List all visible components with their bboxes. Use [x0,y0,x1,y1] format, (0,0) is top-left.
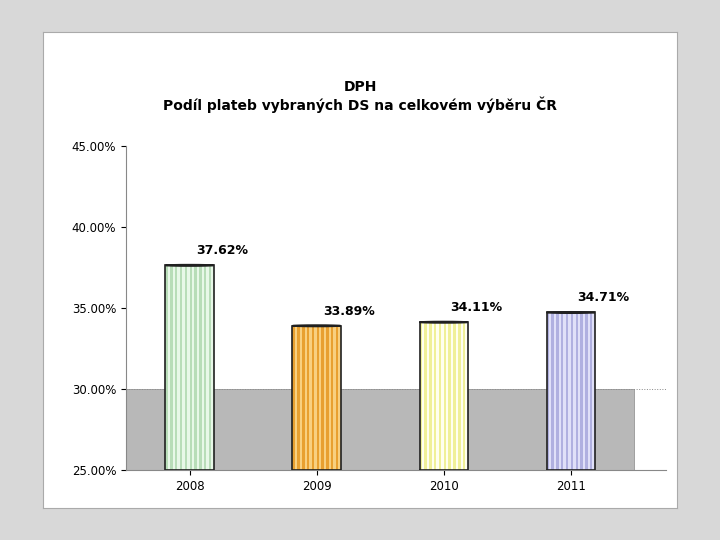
Bar [593,313,595,470]
Bar [312,326,314,470]
Bar [192,265,194,470]
Text: 34.11%: 34.11% [450,301,502,314]
Bar [197,265,199,470]
Bar [578,313,580,470]
Bar [173,265,175,470]
Bar [324,326,326,470]
Bar [465,322,468,470]
Bar [554,313,557,470]
Bar [573,313,575,470]
Bar [297,326,300,470]
Bar [302,326,305,470]
Bar [456,322,458,470]
Bar [463,322,465,470]
Bar [571,313,573,470]
Bar [424,322,427,470]
Ellipse shape [420,321,468,323]
Bar [438,322,441,470]
Bar [582,313,585,470]
Bar [292,326,341,470]
Bar [336,326,338,470]
Bar [431,322,434,470]
Bar [317,326,319,470]
Bar [314,326,317,470]
Bar [207,265,209,470]
Bar [575,313,578,470]
Bar [429,322,431,470]
Bar [436,322,438,470]
Bar [564,313,566,470]
Bar [166,265,214,470]
Bar [170,265,173,470]
Bar [451,322,454,470]
Bar [194,265,197,470]
Ellipse shape [546,312,595,313]
Bar [295,326,297,470]
Bar [300,326,302,470]
Bar [168,265,170,470]
Bar [209,265,211,470]
Ellipse shape [166,265,214,266]
Bar [420,322,422,470]
Bar [180,265,182,470]
Bar [552,313,554,470]
Ellipse shape [166,469,214,470]
Bar [585,313,588,470]
Bar [202,265,204,470]
Text: 33.89%: 33.89% [323,305,374,318]
Bar [546,313,549,470]
Bar [331,326,333,470]
Bar [461,322,463,470]
Bar [590,313,593,470]
Bar [305,326,307,470]
Bar [588,313,590,470]
Bar [177,265,180,470]
Bar [307,326,310,470]
Bar [566,313,568,470]
Bar [549,313,552,470]
Bar [561,313,564,470]
Ellipse shape [420,469,468,470]
Bar [175,265,177,470]
Text: 37.62%: 37.62% [196,244,248,257]
Bar [446,322,449,470]
Bar [319,326,321,470]
Bar [185,265,187,470]
Bar [427,322,429,470]
Bar [292,326,295,470]
Bar [454,322,456,470]
Bar [189,265,192,470]
Bar [182,265,185,470]
Bar [326,326,328,470]
Bar [568,313,571,470]
Bar [310,326,312,470]
Bar [441,322,444,470]
Bar [422,322,424,470]
Ellipse shape [292,325,341,327]
Bar [580,313,582,470]
Bar [328,326,331,470]
Bar [546,313,595,470]
Bar [559,313,561,470]
Bar [338,326,341,470]
Bar [449,322,451,470]
Bar [199,265,202,470]
Bar [204,265,207,470]
Ellipse shape [292,469,341,470]
Bar [557,313,559,470]
Text: DPH
Podíl plateb vybraných DS na celkovém výběru ČR: DPH Podíl plateb vybraných DS na celkové… [163,80,557,113]
Bar [211,265,214,470]
Bar [126,389,634,470]
Ellipse shape [546,469,595,470]
Bar [321,326,324,470]
Text: 34.71%: 34.71% [577,292,629,305]
Bar [166,265,168,470]
Bar [333,326,336,470]
Bar [434,322,436,470]
Bar [187,265,189,470]
Bar [420,322,468,470]
Bar [458,322,461,470]
Bar [444,322,446,470]
